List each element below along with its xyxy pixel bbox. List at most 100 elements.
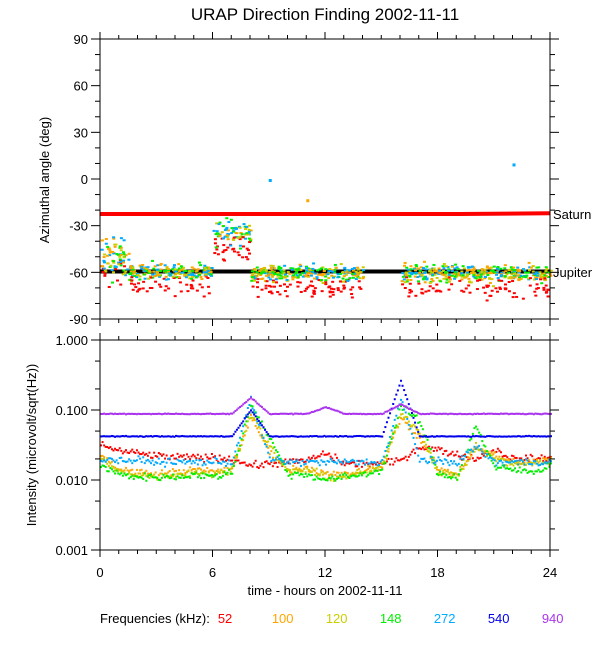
intensity-point <box>234 430 237 433</box>
azimuth-point <box>432 270 436 273</box>
intensity-point <box>225 459 227 462</box>
azimuth-point <box>491 269 495 272</box>
intensity-point <box>179 460 182 463</box>
azimuth-point <box>234 232 238 235</box>
legend-item-100: 100 <box>271 611 294 626</box>
azimuth-point <box>192 267 196 270</box>
intensity-point <box>364 413 367 416</box>
intensity-point <box>434 461 437 464</box>
intensity-point <box>339 475 342 478</box>
intensity-point <box>210 462 213 465</box>
intensity-point <box>535 462 538 465</box>
intensity-point <box>237 426 240 429</box>
azimuth-point <box>198 272 202 275</box>
azimuth-point <box>222 225 226 228</box>
intensity-point <box>232 462 235 465</box>
intensity-point <box>178 412 181 415</box>
azimuth-point <box>458 279 462 282</box>
intensity-point <box>373 412 376 415</box>
intensity-point <box>303 475 306 478</box>
intensity-point <box>334 461 337 464</box>
intensity-point <box>118 412 121 415</box>
intensity-point <box>345 474 348 477</box>
intensity-point <box>425 446 427 449</box>
intensity-point <box>429 412 432 415</box>
intensity-point <box>182 454 185 457</box>
azimuth-point <box>447 273 451 276</box>
intensity-point <box>321 460 324 463</box>
legend-item-540: 540 <box>487 611 510 626</box>
azimuth-point <box>324 275 328 278</box>
azimuth-point <box>340 271 344 274</box>
intensity-point <box>243 417 246 420</box>
azimuth-point <box>261 277 265 280</box>
intensity-point <box>426 412 429 415</box>
intensity-point <box>535 458 538 461</box>
azimuth-point <box>475 274 479 277</box>
intensity-point <box>181 474 184 477</box>
azimuth-point <box>285 285 289 288</box>
intensity-point <box>385 446 388 449</box>
azimuth-point <box>199 264 203 267</box>
azimuth-point <box>437 289 441 292</box>
intensity-point <box>451 472 454 475</box>
intensity-point <box>414 414 417 417</box>
azimuth-point <box>221 258 225 261</box>
intensity-point <box>351 458 354 461</box>
intensity-point <box>229 463 232 466</box>
intensity-point <box>109 462 112 465</box>
intensity-point <box>215 457 218 460</box>
intensity-point <box>342 460 345 463</box>
azimuth-point <box>489 270 493 273</box>
intensity-point <box>493 412 496 415</box>
intensity-point <box>201 435 204 438</box>
intensity-point <box>270 435 273 438</box>
azimuth-point <box>356 266 360 269</box>
azimuth-point <box>178 281 182 284</box>
intensity-point <box>510 454 513 457</box>
azimuth-point <box>333 275 337 278</box>
intensity-point <box>395 457 398 460</box>
intensity-point <box>220 458 223 461</box>
azimuth-point <box>292 274 296 277</box>
intensity-point <box>321 473 324 476</box>
intensity-point <box>171 473 174 476</box>
intensity-point <box>431 456 434 459</box>
intensity-point <box>485 450 488 453</box>
intensity-point <box>310 435 313 438</box>
intensity-point <box>139 413 142 416</box>
intensity-point <box>225 435 227 438</box>
intensity-point <box>393 398 396 401</box>
intensity-point <box>514 460 517 463</box>
intensity-point <box>323 460 326 463</box>
azimuth-point <box>276 274 280 277</box>
intensity-point <box>250 413 252 416</box>
intensity-point <box>439 458 442 461</box>
intensity-point <box>121 474 124 477</box>
intensity-point <box>389 412 392 415</box>
intensity-point <box>401 457 404 460</box>
intensity-point <box>281 412 284 415</box>
intensity-point <box>390 429 393 432</box>
intensity-point <box>231 459 234 462</box>
intensity-point <box>209 412 212 415</box>
azimuth-point <box>110 281 114 284</box>
azimuth-point <box>283 276 287 279</box>
intensity-point <box>442 469 445 472</box>
intensity-point <box>151 476 154 479</box>
intensity-point <box>182 459 185 462</box>
intensity-point <box>503 412 506 415</box>
azimuth-point <box>178 268 182 271</box>
intensity-point <box>404 405 407 408</box>
azimuth-point <box>489 266 493 269</box>
intensity-point <box>460 455 463 458</box>
intensity-point <box>314 469 317 472</box>
intensity-point <box>418 432 421 435</box>
intensity-point <box>357 434 360 437</box>
intensity-point <box>154 412 157 415</box>
azimuth-point <box>285 295 289 298</box>
intensity-point <box>370 435 373 438</box>
intensity-point <box>278 412 281 415</box>
azimuth-point <box>222 244 226 247</box>
azimuth-point <box>431 271 435 274</box>
